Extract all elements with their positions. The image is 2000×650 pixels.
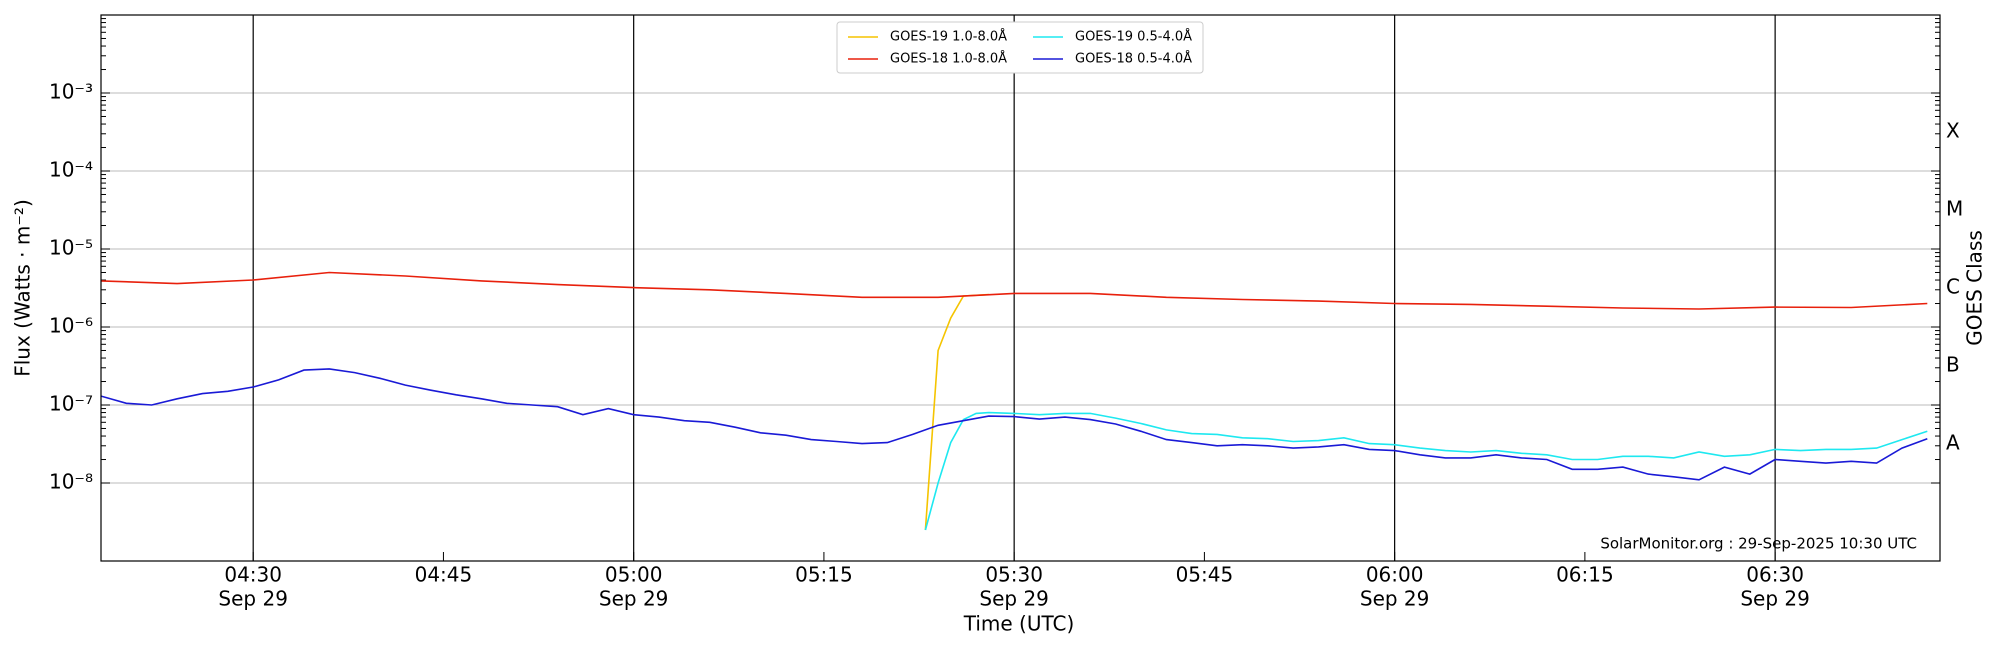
series-line <box>101 368 1928 481</box>
x-tick-label: 05:30 <box>985 563 1043 587</box>
x-tick-sublabel: Sep 29 <box>979 587 1049 611</box>
annotation: SolarMonitor.org : 29-Sep-2025 10:30 UTC <box>1600 535 1917 553</box>
x-tick-label: 04:45 <box>415 563 473 587</box>
y2-tick-label: A <box>1946 431 1960 455</box>
plot-frame <box>100 14 1941 562</box>
legend-box <box>836 21 1204 74</box>
y-tick-label: 10⁻⁸ <box>49 470 93 494</box>
x-tick-sublabel: Sep 29 <box>1740 587 1810 611</box>
x-axis-label: Time (UTC) <box>963 612 1075 636</box>
y2-tick-label: B <box>1946 353 1960 377</box>
series-line <box>101 271 1928 310</box>
y-tick-label: 10⁻⁷ <box>49 392 93 416</box>
y-axis-label: Flux (Watts · m⁻²) <box>11 199 35 377</box>
x-tick-sublabel: Sep 29 <box>218 587 288 611</box>
x-tick-label: 05:15 <box>795 563 853 587</box>
y-tick-label: 10⁻⁶ <box>49 314 93 338</box>
x-tick-label: 04:30 <box>224 563 282 587</box>
y-tick-label: 10⁻³ <box>49 80 93 104</box>
legend-label: GOES-19 1.0-8.0Å <box>890 29 1007 45</box>
y2-tick-label: X <box>1946 119 1960 143</box>
y-tick-label: 10⁻⁴ <box>49 158 93 182</box>
y-tick-label: 10⁻⁵ <box>49 236 93 260</box>
y2-tick-label: M <box>1946 197 1963 221</box>
x-tick-label: 05:45 <box>1176 563 1234 587</box>
y2-axis-label: GOES Class <box>1963 230 1987 346</box>
legend-label: GOES-19 0.5-4.0Å <box>1075 29 1192 45</box>
x-tick-label: 06:00 <box>1366 563 1424 587</box>
x-tick-sublabel: Sep 29 <box>599 587 669 611</box>
series-line <box>924 411 1928 531</box>
legend-label: GOES-18 1.0-8.0Å <box>890 51 1007 67</box>
legend: GOES-19 1.0-8.0Å GOES-18 1.0-8.0Å GOES-19 … <box>836 21 1204 74</box>
x-tick-label: 06:15 <box>1556 563 1614 587</box>
x-tick-sublabel: Sep 29 <box>1360 587 1430 611</box>
y2-tick-label: C <box>1946 275 1960 299</box>
x-tick-label: 05:00 <box>605 563 663 587</box>
x-tick-label: 06:30 <box>1746 563 1804 587</box>
legend-label: GOES-18 0.5-4.0Å <box>1075 51 1192 67</box>
